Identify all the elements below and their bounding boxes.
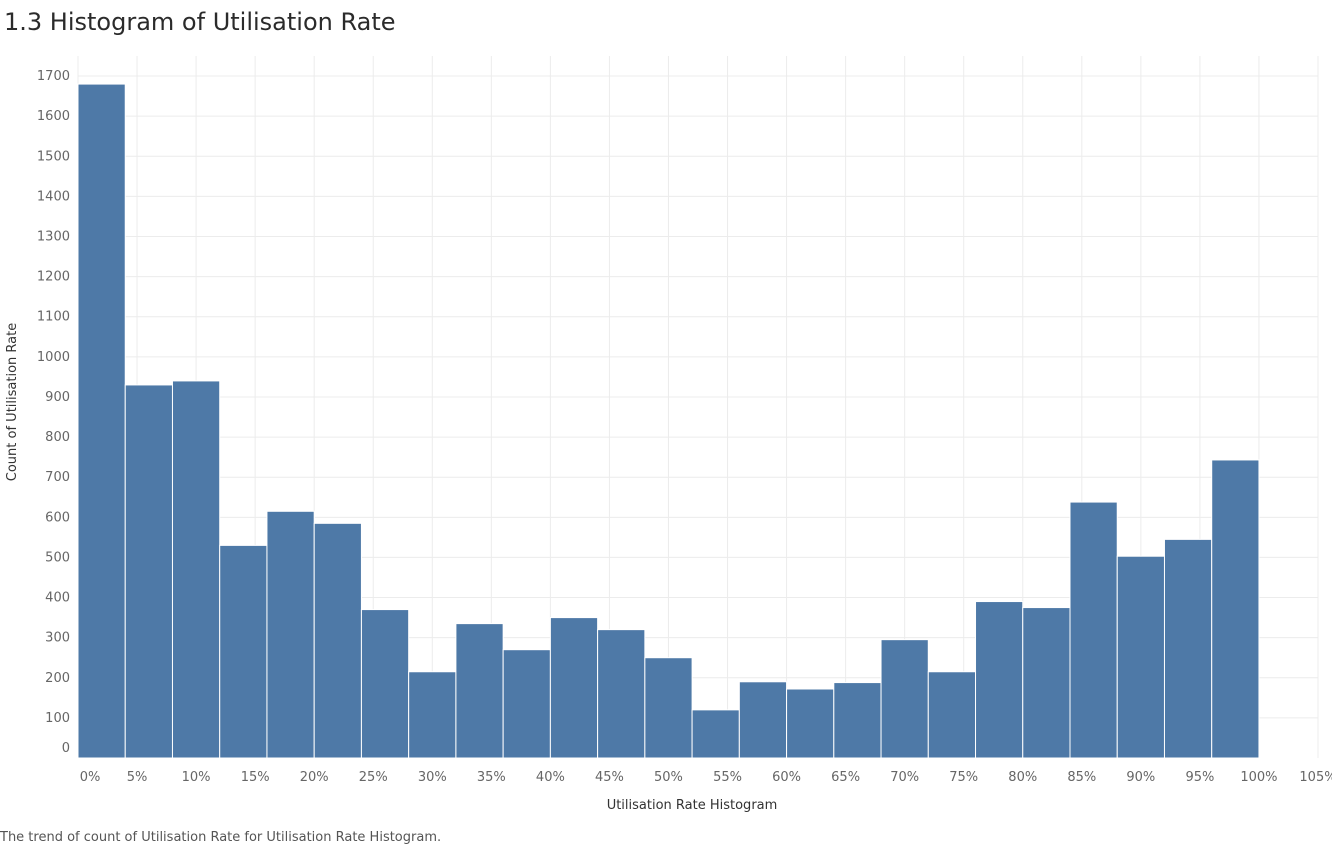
x-tick-label: 60%	[772, 770, 801, 785]
histogram-bar	[455, 623, 504, 759]
y-tick-label: 700	[45, 470, 70, 485]
histogram-bar	[786, 688, 835, 759]
y-tick-label: 800	[45, 430, 70, 445]
x-tick-label: 90%	[1126, 770, 1155, 785]
x-tick-label: 100%	[1240, 770, 1277, 785]
chart-title: 1.3 Histogram of Utilisation Rate	[4, 8, 396, 36]
histogram-bar	[408, 671, 457, 759]
y-tick-label: 300	[45, 631, 70, 646]
y-tick-label: 1400	[37, 189, 70, 204]
histogram-bar	[738, 681, 788, 759]
x-tick-label: 20%	[300, 770, 329, 785]
y-tick-label: 500	[45, 550, 70, 565]
x-tick-label: 45%	[595, 770, 624, 785]
histogram-bar	[1022, 607, 1071, 759]
x-tick-label: 105%	[1299, 770, 1332, 785]
histogram-bar	[502, 649, 551, 759]
y-tick-label: 900	[45, 390, 70, 405]
x-tick-label: 80%	[1008, 770, 1037, 785]
histogram-bar	[1211, 459, 1260, 759]
x-tick-label: 25%	[359, 770, 388, 785]
x-tick-label: 0%	[80, 770, 101, 785]
x-tick-label: 10%	[182, 770, 211, 785]
y-tick-label: 1300	[37, 230, 70, 245]
histogram-bar	[975, 601, 1024, 759]
x-tick-label: 75%	[949, 770, 978, 785]
bars	[77, 83, 1260, 759]
histogram-bar	[1069, 501, 1118, 759]
histogram-bar	[266, 510, 315, 759]
histogram-bar	[1163, 538, 1213, 759]
y-tick-label: 1600	[37, 109, 70, 124]
histogram-bar	[691, 709, 740, 759]
histogram-bar	[927, 671, 977, 759]
y-tick-label: 100	[45, 711, 70, 726]
y-axis-ticks: 0 100 200 300 400 500 600 700 800 900 1000 1100 1200…	[37, 69, 70, 756]
histogram-bar	[644, 657, 693, 759]
histogram-bar	[360, 609, 410, 759]
histogram-bar	[880, 639, 929, 759]
x-tick-label: 55%	[713, 770, 742, 785]
histogram-bar	[219, 544, 268, 759]
x-tick-label: 40%	[536, 770, 565, 785]
x-tick-label: 50%	[654, 770, 683, 785]
x-tick-label: 35%	[477, 770, 506, 785]
histogram-bar	[171, 380, 221, 759]
y-tick-label: 1500	[37, 149, 70, 164]
x-tick-label: 5%	[127, 770, 148, 785]
histogram-bar	[1116, 555, 1165, 759]
y-tick-label: 0	[62, 741, 70, 756]
x-axis-label: Utilisation Rate Histogram	[607, 798, 778, 813]
x-tick-label: 70%	[890, 770, 919, 785]
x-tick-label: 65%	[831, 770, 860, 785]
x-axis-ticks: 0% 5% 10% 15% 20% 25% 30% 35% 40% 45% 50% 55% 60% 65%…	[80, 770, 1332, 785]
histogram-bar	[833, 682, 882, 759]
histogram-bar	[313, 522, 362, 759]
chart-caption: The trend of count of Utilisation Rate f…	[0, 830, 442, 845]
y-tick-label: 1100	[37, 310, 70, 325]
histogram-chart: 0 100 200 300 400 500 600 700 800 900 1000 1100 1200…	[5, 56, 1332, 813]
y-tick-label: 1000	[37, 350, 70, 365]
y-tick-label: 1700	[37, 69, 70, 84]
y-tick-label: 600	[45, 510, 70, 525]
x-tick-label: 95%	[1185, 770, 1214, 785]
histogram-bar	[124, 384, 173, 759]
y-tick-label: 200	[45, 671, 70, 686]
x-tick-label: 30%	[418, 770, 447, 785]
y-tick-label: 1200	[37, 270, 70, 285]
x-tick-label: 85%	[1067, 770, 1096, 785]
histogram-bar	[597, 629, 646, 759]
histogram-bar	[549, 617, 599, 759]
y-tick-label: 400	[45, 591, 70, 606]
x-tick-label: 15%	[241, 770, 270, 785]
histogram-bar	[77, 83, 126, 759]
y-axis-label: Count of Utilisation Rate	[5, 323, 20, 481]
